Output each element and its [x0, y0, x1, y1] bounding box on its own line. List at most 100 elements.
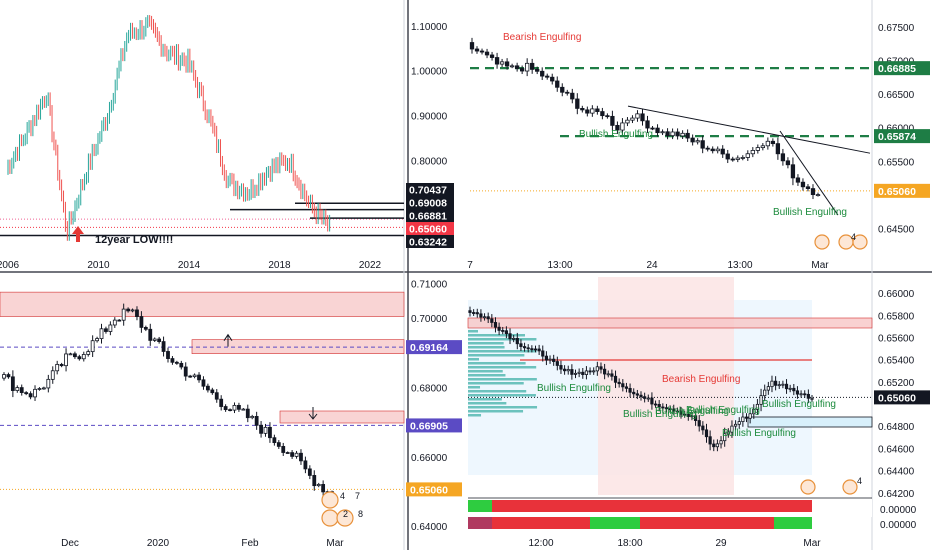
br-candle-body	[519, 343, 523, 347]
br-candle-body	[733, 423, 738, 427]
br-indicator-row2-d	[640, 517, 774, 529]
bl-flag-icon	[321, 491, 339, 509]
tl-y-tick: 0.90000	[411, 112, 448, 123]
bl-candle-body	[46, 378, 51, 389]
br-candle-body	[584, 370, 589, 375]
tr-candle-body	[550, 76, 555, 82]
tr-candle-body	[640, 113, 645, 122]
tr-flag-icon	[852, 234, 868, 250]
br-candle-body	[592, 370, 596, 373]
br-candle-body	[799, 393, 803, 396]
bl-candle-body	[232, 404, 237, 411]
br-candle-body	[486, 316, 490, 320]
tr-candle-body	[665, 131, 670, 137]
br-indicator-row2-c	[590, 517, 640, 529]
bl-candle-body	[99, 328, 104, 340]
tr-price-label: 0.65060	[878, 186, 916, 198]
br-volume-profile-bar	[468, 414, 482, 417]
br-candle-body	[541, 350, 545, 357]
br-candle-body	[552, 358, 556, 362]
bl-candle-body	[228, 409, 232, 412]
bl-supply-zone	[0, 291, 405, 317]
br-candle-body	[741, 416, 745, 423]
tr-candle-body	[710, 148, 715, 152]
br-volume-profile-bar	[468, 358, 480, 361]
br-candle-body	[599, 366, 603, 370]
br-volume-profile-bar	[468, 362, 526, 365]
bl-candle-body	[59, 364, 64, 367]
bl-candle-body	[152, 338, 157, 341]
br-x-tick: 29	[715, 538, 727, 549]
tr-candle-body	[740, 157, 745, 159]
br-candle-body	[544, 355, 549, 361]
bl-candle-body	[50, 370, 55, 380]
br-candle-body	[661, 406, 665, 409]
bl-candle-body	[254, 416, 259, 426]
bl-candle-body	[55, 364, 60, 372]
br-candle-body	[697, 420, 701, 427]
br-candle-body	[701, 425, 705, 431]
bl-y-tick: 0.66000	[411, 453, 448, 464]
tr-candle-body	[815, 194, 821, 197]
br-candle-body	[777, 384, 781, 387]
tr-candle-body	[630, 117, 635, 121]
tr-candle-body	[499, 61, 505, 65]
br-price-label: 0.65060	[878, 392, 916, 404]
br-volume-profile-bar	[468, 386, 481, 389]
tr-price-label: 0.66885	[878, 63, 916, 75]
bl-zone-3	[279, 410, 405, 424]
tr-candle-body	[514, 65, 520, 69]
tr-candle-body	[555, 80, 560, 88]
br-volume-profile-bar	[468, 394, 536, 397]
tr-y-tick: 0.66500	[878, 90, 915, 101]
tr-candle-body	[800, 181, 806, 188]
bl-candle-body	[121, 308, 126, 321]
tr-x-tick: Mar	[811, 260, 829, 271]
bl-candle-body	[77, 356, 82, 360]
br-candle-body	[621, 383, 625, 388]
bl-candle-body	[108, 324, 113, 332]
br-candle-body	[781, 383, 785, 386]
br-y-tick: 0.65600	[878, 333, 915, 344]
br-candle-body	[475, 312, 479, 315]
tr-flag-icon	[814, 234, 830, 250]
br-indicator-row2-e	[774, 517, 812, 529]
bl-price-label: 0.66905	[410, 420, 448, 432]
tr-candle-body	[750, 150, 755, 155]
br-candle-body	[522, 346, 527, 349]
br-candle-body	[690, 415, 694, 418]
br-candle-body	[515, 337, 519, 345]
bl-candle-body	[192, 374, 197, 378]
br-y-tick: 0.66000	[878, 289, 915, 300]
br-candle-body	[526, 347, 530, 350]
br-candle-body	[606, 373, 610, 376]
br-candle-body	[792, 387, 796, 392]
tr-y-tick: 0.65500	[878, 157, 915, 168]
br-pattern-label: Bullish Engulfing	[537, 383, 611, 394]
tr-badge-count: 4	[851, 232, 856, 242]
br-candle-body	[683, 413, 687, 416]
bl-candle-body	[112, 319, 117, 326]
bl-price-label-bg	[406, 340, 462, 355]
bl-candle-body	[161, 341, 166, 352]
tr-y-tick: 0.67500	[878, 23, 915, 34]
tr-candle-body	[775, 143, 781, 155]
tr-candle-body	[670, 131, 675, 137]
tr-candle-body	[680, 132, 685, 137]
br-candle-body	[497, 326, 501, 331]
br-candle-body	[628, 387, 632, 393]
br-candle-body	[810, 397, 814, 400]
bl-candle-body	[183, 366, 188, 377]
br-volume-profile-bar	[468, 330, 478, 333]
bl-candle-body	[139, 316, 144, 328]
br-candle-body	[570, 369, 574, 375]
bl-candle-body	[135, 309, 139, 317]
tr-candle-body	[545, 75, 550, 78]
br-y-tick: 0.64800	[878, 422, 915, 433]
br-flag-icon	[842, 479, 858, 495]
br-y-tick: 0.65800	[878, 311, 915, 322]
bl-candle-body	[19, 387, 24, 393]
tr-price-label-bg	[874, 129, 930, 144]
br-candle-body	[675, 410, 679, 413]
tr-x-tick: 24	[646, 260, 658, 271]
